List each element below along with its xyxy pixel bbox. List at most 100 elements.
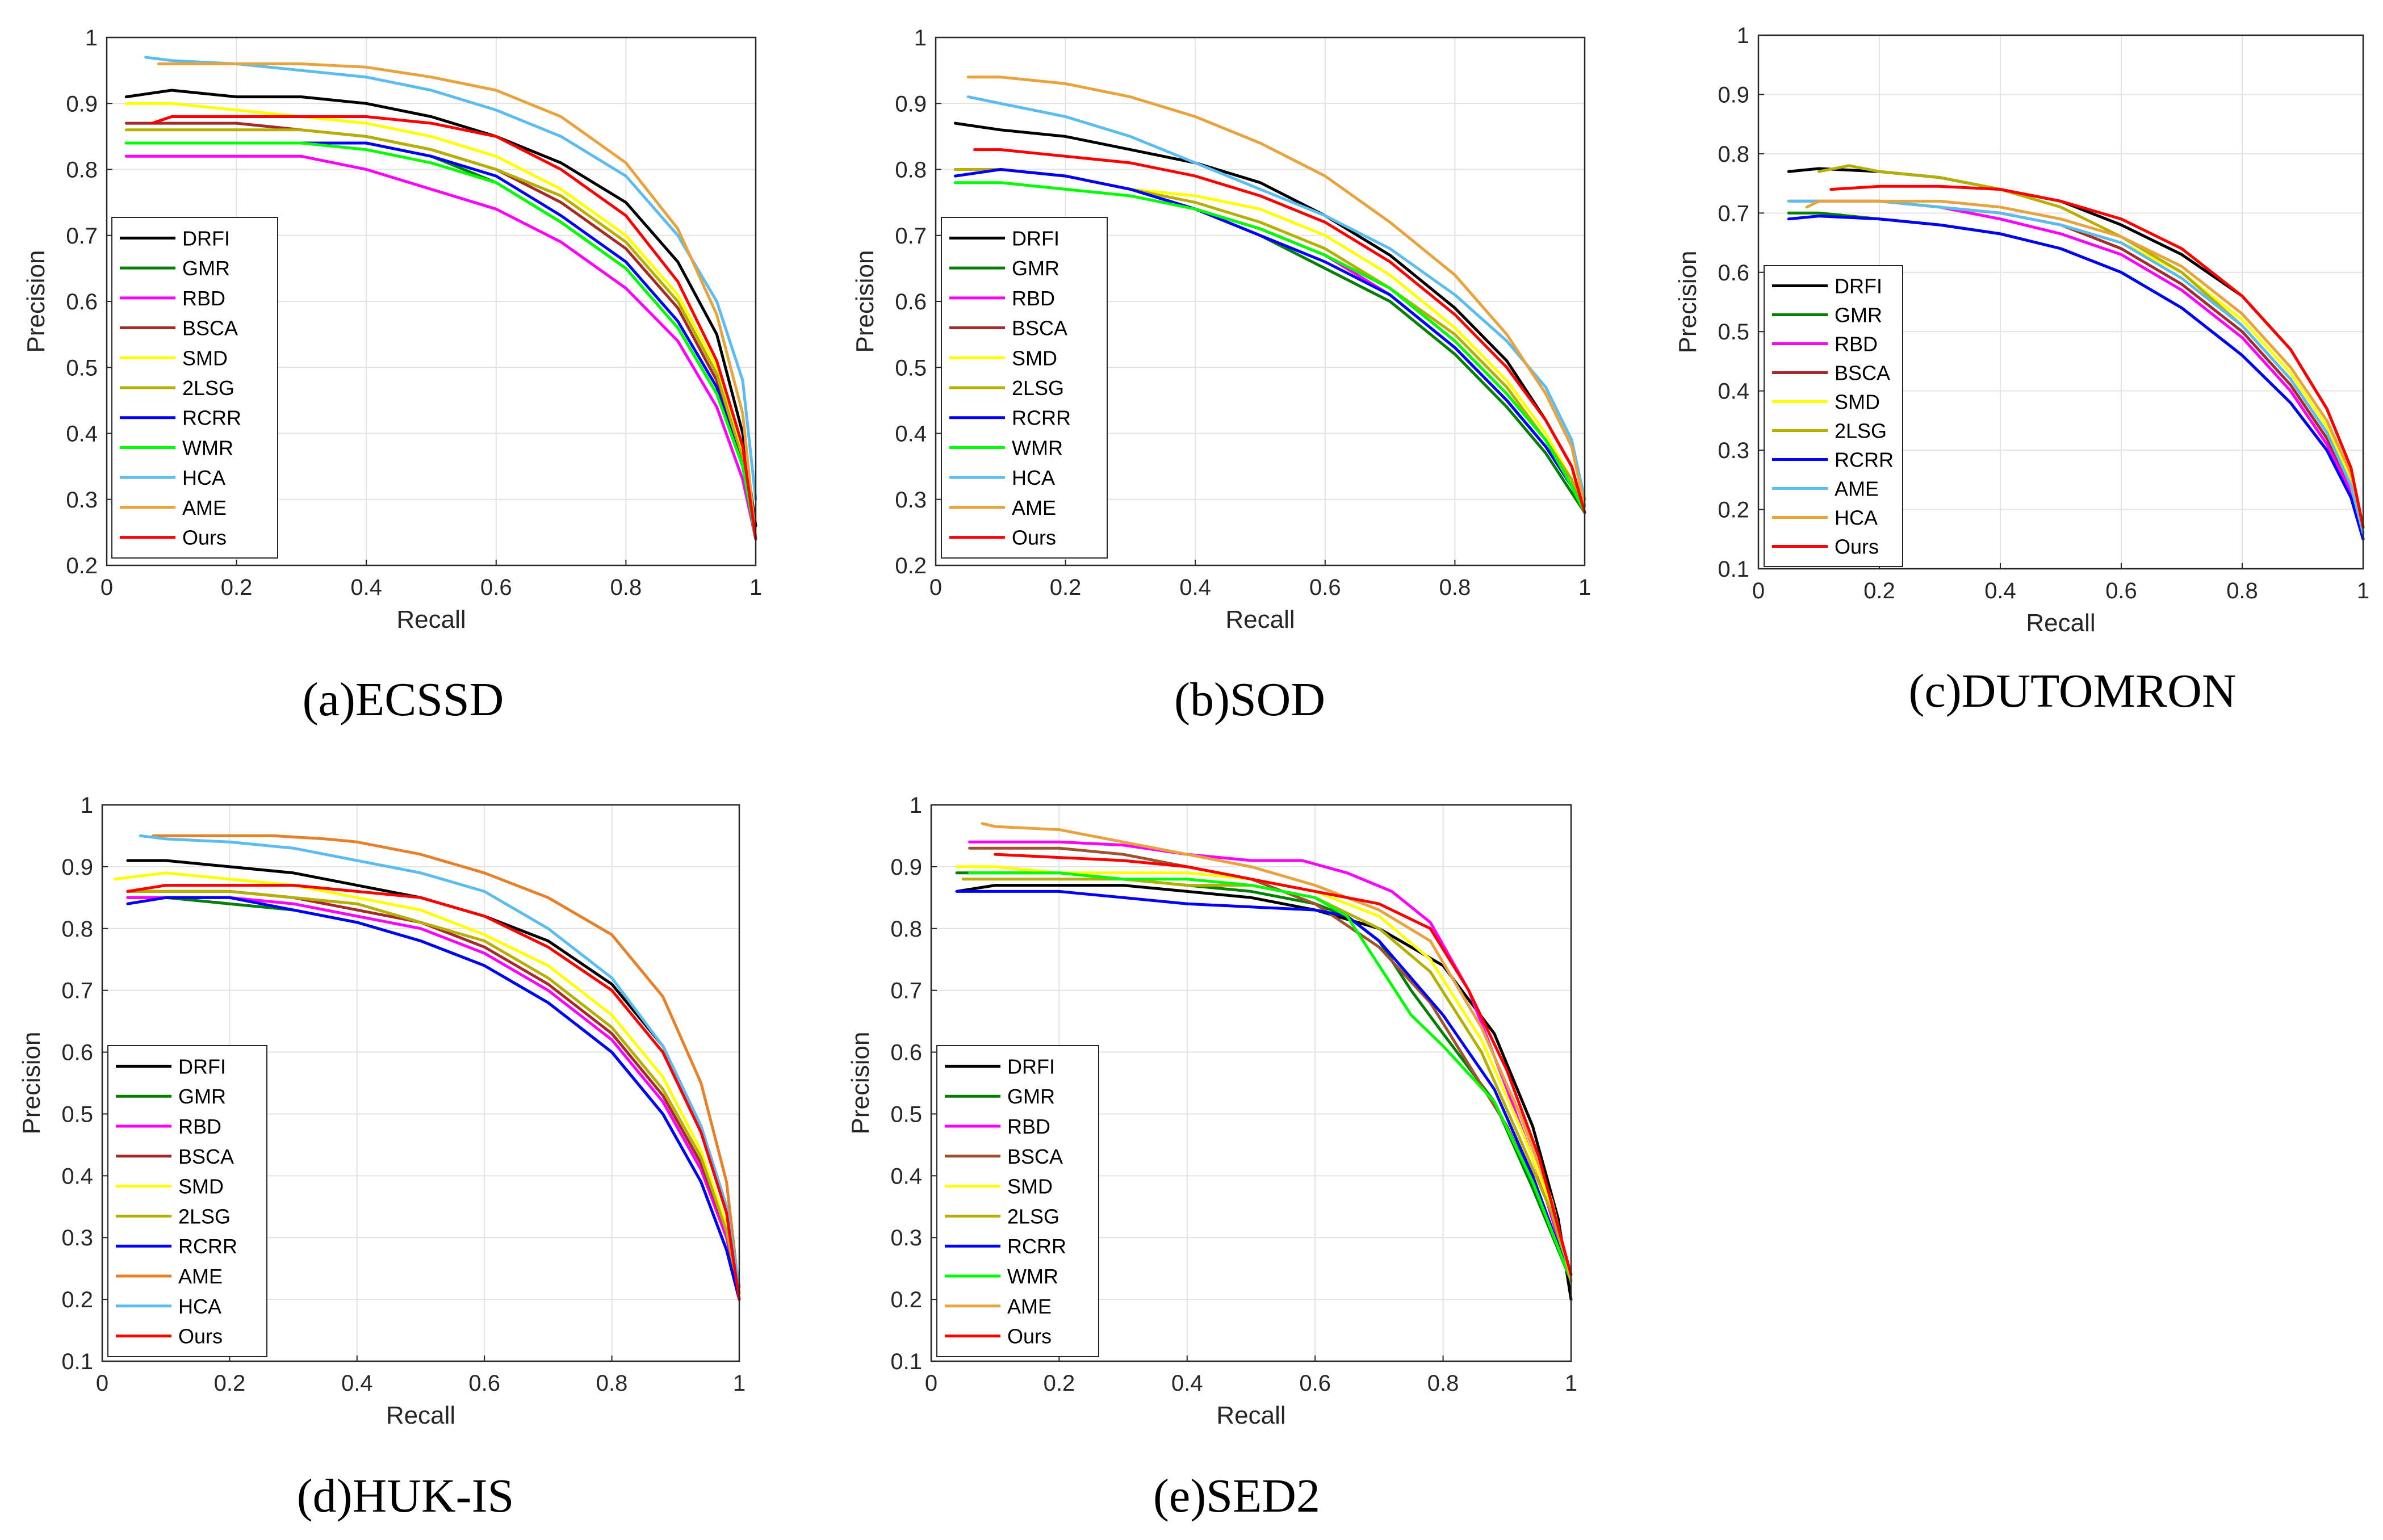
legend-label-rbd: RBD [182,287,225,310]
legend-label-wmr: WMR [182,436,233,459]
x-tick-label: 0.4 [350,575,382,600]
y-tick-label: 1 [81,793,93,818]
y-tick-label: 0.5 [61,1102,93,1127]
x-tick-label: 0.2 [1050,575,1082,600]
legend-label-hca: HCA [178,1295,221,1318]
series-line-ours [973,148,1586,514]
y-tick-label: 0.8 [61,917,93,942]
y-tick-label: 1 [914,26,927,51]
figure-caption: (d)HUK-IS [297,1470,514,1522]
y-tick-label: 0.6 [890,1040,922,1065]
legend-label-gmr: GMR [182,257,230,280]
series-line-ours [994,853,1573,1277]
y-tick-label: 0.4 [890,1164,922,1189]
axes-frame [1757,34,2364,570]
axes-frame [106,36,757,567]
x-tick-label: 0.8 [2226,578,2258,603]
legend-label-smd: SMD [178,1175,224,1198]
y-tick-label: 0.7 [895,224,927,249]
x-tick-label: 1 [2357,578,2369,603]
series-line-smd [113,871,741,1295]
series-line-ours [1829,184,2365,529]
y-axis-label: Precision [18,1032,45,1135]
y-tick-label: 0.3 [1718,438,1749,463]
x-axis-label: Recall [1216,1401,1285,1429]
y-tick-label: 0.2 [895,553,927,578]
x-axis-label: Recall [2026,609,2095,637]
legend-label-smd: SMD [1007,1175,1053,1198]
y-tick-label: 0.8 [66,158,98,183]
legend-label-wmr: WMR [1007,1265,1058,1288]
legend-label-2lsg: 2LSG [178,1205,231,1228]
chart-a-ecssd: 0 0.2 0.4 0.6 0.8 10.20.30.40.50.60.70.80.91R… [22,26,762,726]
y-tick-label: 0.8 [1718,142,1749,167]
legend-label-rbd: RBD [178,1115,221,1138]
legend-label-ame: AME [1835,477,1879,501]
x-tick-label: 0.6 [1299,1371,1331,1396]
x-tick-label: 0 [96,1371,108,1396]
legend-label-ame: AME [1012,496,1056,519]
axes-frame [101,804,740,1362]
x-tick-label: 0.8 [1439,575,1471,600]
series-line-rcrr [126,896,741,1301]
y-axis-label: Precision [847,1032,874,1135]
legend-label-gmr: GMR [1012,257,1059,280]
x-tick-label: 0.4 [1179,575,1211,600]
x-tick-label: 0 [100,575,113,600]
legend-label-rcrr: RCRR [182,406,241,430]
legend-label-ours: Ours [1835,535,1879,559]
axes-frame [935,36,1586,567]
legend-label-wmr: WMR [1012,436,1063,459]
y-tick-label: 0.5 [1718,320,1749,345]
figure-caption: (e)SED2 [1153,1470,1320,1522]
series-line-wmr [124,141,757,540]
axes-frame [930,804,1572,1362]
legend: DRFI GMR RBD BSCA SMD 2LSG RCRR WMR AME Ours [936,1045,1099,1357]
legend-label-rcrr: RCRR [1012,406,1071,430]
y-tick-label: 0.5 [66,355,98,380]
series-line-rcrr [1787,215,2365,541]
y-tick-label: 0.6 [895,289,927,314]
y-tick-label: 0.2 [61,1287,93,1312]
x-tick-label: 0.2 [1044,1371,1075,1396]
y-tick-label: 0.4 [895,422,927,447]
y-tick-label: 0.2 [890,1287,922,1312]
x-tick-label: 1 [749,575,762,600]
legend-label-gmr: GMR [178,1085,226,1108]
legend: DRFI GMR RBD BSCA SMD 2LSG RCRR WMR HCA AME Ours [941,217,1108,559]
y-tick-label: 0.7 [61,979,93,1004]
legend-label-smd: SMD [182,346,228,370]
series-line-hca [1805,199,2365,529]
legend-label-ame: AME [182,496,227,519]
series-line-2lsg [126,889,741,1295]
y-tick-label: 0.2 [66,553,98,578]
series-line-ours [150,115,757,540]
legend-label-hca: HCA [1835,506,1878,530]
legend-label-2lsg: 2LSG [1007,1205,1059,1228]
y-tick-label: 1 [85,26,98,51]
legend-label-drfi: DRFI [1012,226,1059,250]
figure-caption: (c)DUTOMRON [1908,665,2236,717]
series-line-smd [124,102,757,540]
legend-label-gmr: GMR [1007,1085,1055,1108]
y-tick-label: 0.3 [895,488,927,513]
chart-b-sod: 0 0.2 0.4 0.6 0.8 10.20.30.40.50.60.70.80.91R… [851,26,1591,726]
y-tick-label: 0.9 [890,855,922,880]
series-line-ours [126,884,741,1301]
legend-label-ours: Ours [1012,526,1056,549]
y-tick-label: 0.2 [1718,498,1749,523]
figure-caption: (b)SOD [1174,673,1325,726]
y-tick-label: 0.6 [66,289,98,314]
series-line-hca [966,95,1586,501]
legend-label-ame: AME [1007,1295,1052,1318]
legend-label-2lsg: 2LSG [1012,376,1064,400]
legend-label-drfi: DRFI [178,1055,226,1078]
y-tick-label: 0.4 [1718,379,1749,404]
y-tick-label: 0.9 [61,855,93,880]
legend: DRFI GMR RBD BSCA SMD 2LSG RCRR AME HCA Ours [107,1045,267,1357]
series-line-rcrr [953,168,1586,514]
x-tick-label: 0.4 [1171,1371,1203,1396]
legend-label-drfi: DRFI [1007,1055,1055,1078]
y-tick-label: 0.3 [890,1226,922,1251]
